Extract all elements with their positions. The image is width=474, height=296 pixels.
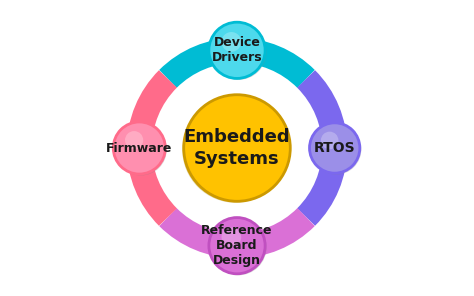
Text: Firmware: Firmware (106, 141, 173, 155)
Circle shape (184, 95, 290, 201)
Circle shape (209, 22, 265, 78)
Circle shape (210, 219, 266, 275)
Circle shape (321, 132, 338, 149)
Circle shape (210, 24, 266, 80)
Circle shape (209, 218, 265, 274)
Circle shape (310, 123, 360, 173)
Circle shape (115, 123, 167, 176)
Text: RTOS: RTOS (314, 141, 356, 155)
Circle shape (113, 122, 165, 174)
Text: Embedded
Systems: Embedded Systems (184, 128, 290, 168)
Text: Reference
Board
Design: Reference Board Design (201, 224, 273, 267)
Circle shape (125, 131, 143, 149)
Text: Device
Drivers: Device Drivers (212, 36, 262, 64)
Circle shape (311, 124, 361, 175)
Circle shape (182, 96, 289, 203)
Circle shape (221, 227, 241, 247)
Circle shape (221, 32, 241, 52)
